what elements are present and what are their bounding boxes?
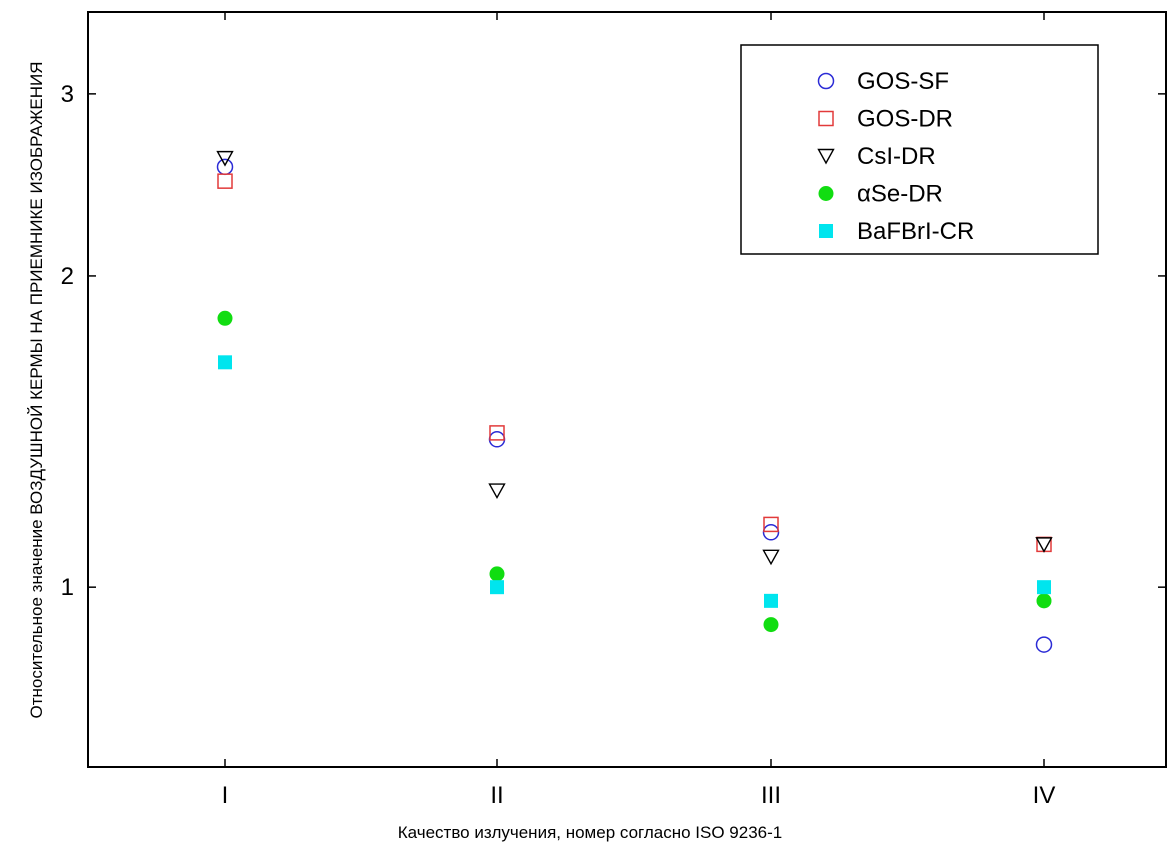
point-bafbri-cr (764, 593, 778, 608)
y-tick-label: 1 (61, 574, 74, 601)
legend-label: GOS-SF (857, 68, 949, 95)
data-points (216, 150, 1053, 653)
y-axis-ticks: 1 2 3 (61, 81, 1166, 601)
x-axis-title: Качество излучения, номер согласно ISO 9… (398, 823, 782, 842)
point--se-dr (1036, 593, 1052, 609)
legend-label: αSe-DR (857, 181, 943, 208)
point-gos-dr (1036, 536, 1052, 553)
y-axis-title: Относительное значение ВОЗДУШНОЙ КЕРМЫ Н… (27, 62, 46, 719)
plot-frame (87, 11, 1167, 768)
point-bafbri-cr (1037, 580, 1051, 595)
legend-box (740, 44, 1099, 255)
point-gos-dr (217, 173, 233, 189)
y-tick-label: 3 (61, 81, 74, 108)
x-axis-ticks: I II III IV (222, 12, 1056, 809)
x-tick-label: III (761, 782, 781, 809)
point-csi-dr (216, 150, 234, 167)
point--se-dr (489, 566, 505, 582)
point--se-dr (763, 617, 779, 633)
legend-marker-1 (818, 110, 834, 127)
point-bafbri-cr (218, 355, 232, 370)
x-tick-label: IV (1033, 782, 1056, 809)
point-gos-dr (763, 516, 779, 533)
point-csi-dr (762, 549, 780, 566)
point-bafbri-cr (490, 580, 504, 595)
point-csi-dr (1035, 537, 1053, 553)
legend-marker-3 (818, 186, 834, 201)
point-gos-sf (762, 524, 780, 541)
legend-marker-2 (817, 148, 835, 165)
legend-marker-0 (817, 72, 835, 90)
legend: GOS-SF GOS-DR CsI-DR αSe-DR BaFBrI-CR (740, 44, 1099, 255)
legend-label: GOS-DR (857, 106, 953, 133)
point-gos-sf (216, 158, 234, 176)
legend-marker-4 (819, 224, 833, 238)
point--se-dr (217, 310, 233, 326)
point-csi-dr (488, 483, 506, 500)
point-gos-dr (489, 425, 505, 441)
x-tick-label: II (490, 782, 503, 809)
point-gos-sf (1035, 636, 1053, 653)
legend-label: CsI-DR (857, 143, 936, 170)
x-tick-label: I (222, 782, 229, 809)
legend-label: BaFBrI-CR (857, 218, 974, 245)
y-tick-label: 2 (61, 263, 74, 290)
